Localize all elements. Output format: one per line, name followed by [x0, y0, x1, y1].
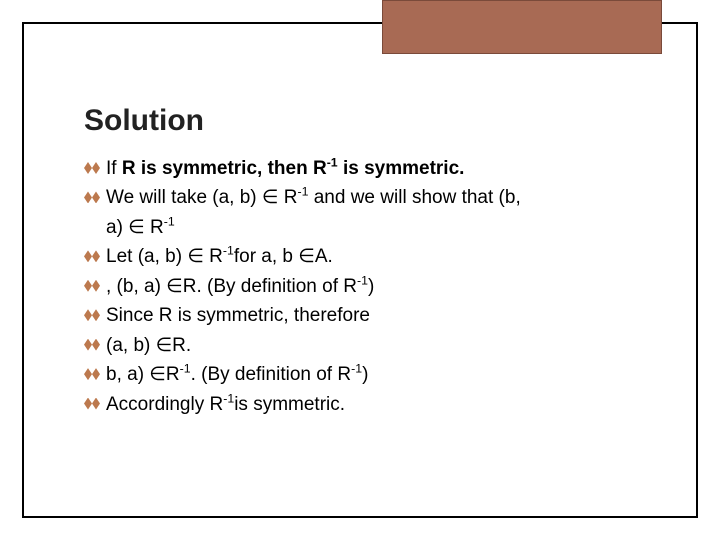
slide-frame: Solution If R is symmetric, then R-1 is …: [22, 22, 698, 518]
t: R is symmetric, then R: [122, 158, 327, 179]
bullet-line: , (b, a) ∈R. (By definition of R-1): [84, 272, 646, 301]
slide-title: Solution: [84, 104, 204, 138]
bullet-line: Accordingly R-1is symmetric.: [84, 390, 646, 419]
sup: -1: [164, 215, 175, 229]
text: Let (a, b) ∈ R: [106, 246, 223, 267]
sup: -1: [357, 273, 368, 287]
bullet-line: If R is symmetric, then R-1 is symmetric…: [84, 154, 646, 183]
continuation-line: a) ∈ R-1: [84, 213, 646, 242]
text: a) ∈ R: [106, 217, 164, 238]
bullet-line: Since R is symmetric, therefore: [84, 301, 646, 330]
text: ): [368, 276, 374, 297]
bullet-line: We will take (a, b) ∈ R-1 and we will sh…: [84, 183, 646, 212]
sup: -1: [180, 362, 191, 376]
text: (a, b) ∈R.: [106, 335, 191, 356]
text: is symmetric.: [234, 394, 345, 415]
bullet-line: Let (a, b) ∈ R-1for a, b ∈A.: [84, 242, 646, 271]
text: and we will show that (b,: [308, 187, 520, 208]
text: for a, b ∈A.: [234, 246, 333, 267]
text: Since R is symmetric, therefore: [106, 305, 370, 326]
bullet-line: (a, b) ∈R.: [84, 331, 646, 360]
sup: -1: [297, 185, 308, 199]
text: , (b, a) ∈R. (By definition of R: [106, 276, 357, 297]
bullet-line: b, a) ∈R-1. (By definition of R-1): [84, 360, 646, 389]
text: . (By definition of R: [191, 364, 352, 385]
t: is symmetric.: [338, 158, 465, 179]
text: If: [106, 158, 122, 179]
text: We will take (a, b) ∈ R: [106, 187, 297, 208]
sup: -1: [351, 362, 362, 376]
text-bold: R is symmetric, then R-1 is symmetric.: [122, 158, 465, 179]
header-accent-box: [382, 0, 662, 54]
text: Accordingly R: [106, 394, 223, 415]
text: ): [362, 364, 368, 385]
sup: -1: [223, 391, 234, 405]
text: b, a) ∈R: [106, 364, 180, 385]
sup: -1: [327, 156, 338, 170]
sup: -1: [223, 244, 234, 258]
slide-body: If R is symmetric, then R-1 is symmetric…: [84, 154, 646, 419]
